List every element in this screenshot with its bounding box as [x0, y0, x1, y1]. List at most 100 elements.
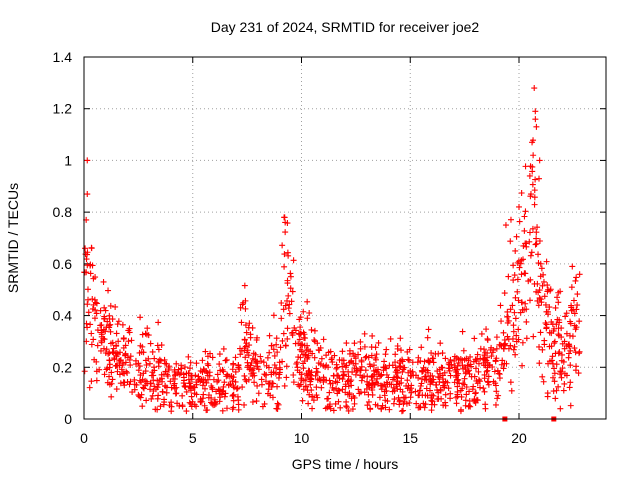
data-point	[295, 340, 302, 347]
data-point	[421, 373, 428, 380]
data-point	[513, 332, 520, 339]
data-point	[113, 330, 120, 337]
data-point	[522, 208, 529, 215]
data-point	[317, 344, 324, 351]
data-point	[493, 345, 500, 352]
data-point	[523, 318, 530, 325]
data-point	[255, 390, 262, 397]
data-point	[304, 315, 311, 322]
data-point	[504, 308, 511, 315]
data-point	[382, 384, 389, 391]
data-point	[426, 358, 433, 365]
data-point	[279, 337, 286, 344]
data-point	[358, 357, 365, 364]
data-point	[192, 372, 199, 379]
data-point	[519, 339, 526, 346]
data-point	[237, 351, 244, 358]
data-point	[383, 387, 390, 394]
data-point	[254, 382, 261, 389]
data-point	[576, 318, 583, 325]
data-point	[140, 385, 147, 392]
data-point	[151, 355, 158, 362]
data-point	[540, 278, 547, 285]
data-point	[179, 402, 186, 409]
data-point	[343, 340, 350, 347]
data-point	[288, 298, 295, 305]
data-point	[504, 313, 511, 320]
data-point	[545, 360, 552, 367]
data-point	[203, 379, 210, 386]
data-point	[406, 357, 413, 364]
data-point	[113, 386, 120, 393]
data-point	[282, 342, 289, 349]
data-point	[154, 377, 161, 384]
data-point	[127, 362, 134, 369]
data-point	[88, 245, 95, 252]
data-point	[294, 367, 301, 374]
data-point	[306, 309, 313, 316]
data-point	[327, 348, 334, 355]
data-point	[467, 403, 474, 410]
data-point	[340, 360, 347, 367]
data-point	[247, 331, 254, 338]
data-point	[279, 242, 286, 249]
data-point	[436, 378, 443, 385]
data-point	[298, 348, 305, 355]
data-point	[516, 264, 523, 271]
data-point	[311, 338, 318, 345]
data-point	[230, 392, 237, 399]
data-point	[477, 355, 484, 362]
data-point	[427, 372, 434, 379]
data-point	[200, 391, 207, 398]
data-point	[523, 335, 530, 342]
data-point	[468, 363, 475, 370]
data-point	[91, 296, 98, 303]
data-point	[507, 379, 514, 386]
data-point	[353, 367, 360, 374]
data-point	[515, 297, 522, 304]
data-point	[405, 369, 412, 376]
data-point	[96, 366, 103, 373]
data-point	[114, 368, 121, 375]
data-point	[297, 324, 304, 331]
data-point	[514, 259, 521, 266]
data-point	[356, 390, 363, 397]
data-point	[215, 386, 222, 393]
data-point	[490, 378, 497, 385]
data-point	[147, 380, 154, 387]
data-point	[342, 389, 349, 396]
y-tick-label: 0	[64, 411, 72, 427]
data-point	[381, 364, 388, 371]
data-point	[536, 360, 543, 367]
data-point	[318, 384, 325, 391]
data-point	[351, 340, 358, 347]
data-point	[569, 333, 576, 340]
data-point	[308, 387, 315, 394]
data-point	[119, 361, 126, 368]
data-point	[563, 372, 570, 379]
data-point	[551, 340, 558, 347]
data-point	[528, 249, 535, 256]
data-point	[136, 349, 143, 356]
data-point	[251, 379, 258, 386]
data-point	[88, 341, 95, 348]
data-point	[518, 189, 525, 196]
data-point	[562, 313, 569, 320]
data-point	[536, 237, 543, 244]
data-point	[230, 404, 237, 411]
data-point	[505, 273, 512, 280]
data-point	[336, 387, 343, 394]
data-point	[512, 351, 519, 358]
data-point	[340, 372, 347, 379]
data-point	[219, 407, 226, 414]
data-point	[230, 384, 237, 391]
data-point	[352, 355, 359, 362]
data-point	[266, 349, 273, 356]
data-point	[290, 371, 297, 378]
data-point	[220, 345, 227, 352]
data-point	[125, 327, 132, 334]
data-point	[345, 383, 352, 390]
data-point	[508, 387, 515, 394]
data-point	[485, 381, 492, 388]
data-point	[568, 284, 575, 291]
